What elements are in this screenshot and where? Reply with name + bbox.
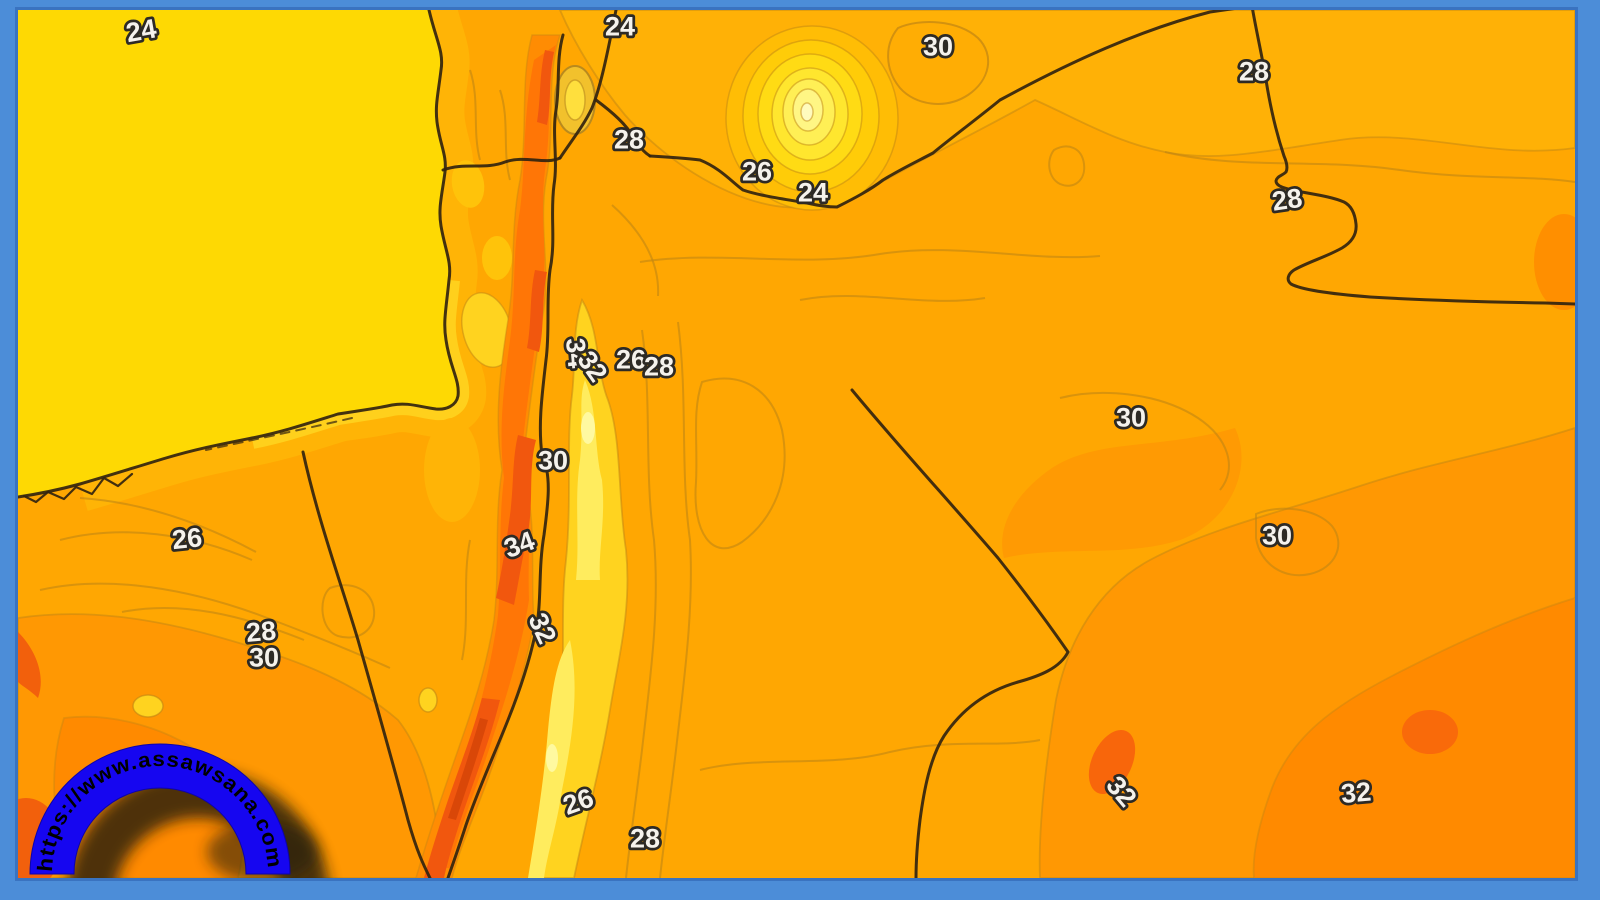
east-edge-dark-blob <box>1534 214 1575 310</box>
contour-lines <box>39 69 1575 878</box>
border-syria-jordan <box>648 10 1235 209</box>
rift-red-segment-mid <box>527 270 547 352</box>
druze-cool-peak <box>725 25 899 211</box>
temp-label-28: 28 <box>245 615 278 648</box>
temp-label-26: 26 <box>616 345 646 375</box>
sea-region <box>18 10 459 497</box>
ring-30-north <box>887 21 990 105</box>
sinai-yellow-spot <box>132 694 164 718</box>
temp-label-32: 32 <box>1340 776 1373 809</box>
temp-label-28: 28 <box>1239 57 1269 87</box>
midright-dark-blob <box>1002 428 1242 558</box>
temp-label-28: 28 <box>614 125 644 155</box>
temp-label-30: 30 <box>538 446 568 476</box>
border-coastline <box>18 10 460 499</box>
border-egypt-israel <box>301 450 432 878</box>
temp-label-26: 26 <box>171 522 204 555</box>
temp-label-24: 24 <box>605 12 635 42</box>
temp-label-24: 24 <box>124 13 159 48</box>
yellow-band-hotspot-2 <box>546 744 558 772</box>
frame-inner-edge <box>15 7 1578 881</box>
temp-label-28: 28 <box>630 824 660 854</box>
negev-yellow-spot <box>418 687 438 713</box>
country-borders <box>18 10 1575 878</box>
highland-spot-3 <box>482 236 512 280</box>
border-golan <box>594 98 652 158</box>
rift-darkred-core <box>448 718 488 820</box>
watermark-arch <box>29 743 291 875</box>
temp-label-30: 30 <box>923 32 953 62</box>
yellow-band-hotspot-1 <box>581 412 595 444</box>
temp-label-28: 28 <box>1270 183 1304 217</box>
sinai-red-edge <box>18 632 41 698</box>
border-jordan-saudi <box>850 388 1070 878</box>
temp-label-24: 24 <box>798 178 828 208</box>
rift-red-segment-north <box>537 50 554 125</box>
border-lagoon-zigzag <box>22 472 134 504</box>
southeast-red-spot-2 <box>1402 710 1458 754</box>
khaki-blob-core <box>564 79 586 121</box>
southeast-red-spot-1 <box>1088 730 1136 794</box>
border-coast-dashes <box>205 417 353 451</box>
highland-spot-4 <box>451 160 485 208</box>
temp-label-30: 30 <box>1262 521 1292 551</box>
rift-band-mid <box>432 45 556 868</box>
temp-label-28: 28 <box>644 352 674 382</box>
temp-label-34: 34 <box>560 337 593 370</box>
temp-label-30: 30 <box>249 643 279 673</box>
rift-red-segment-deadsea <box>496 435 536 605</box>
highland-spot-1 <box>424 418 480 522</box>
border-lebanon-syria <box>558 10 618 160</box>
temp-label-30: 30 <box>1116 403 1146 433</box>
border-jordan-rift <box>446 33 565 878</box>
temp-label-26: 26 <box>742 157 772 187</box>
border-jordan-iraq-saudi <box>1251 10 1575 306</box>
border-lebanon-israel <box>441 156 562 172</box>
